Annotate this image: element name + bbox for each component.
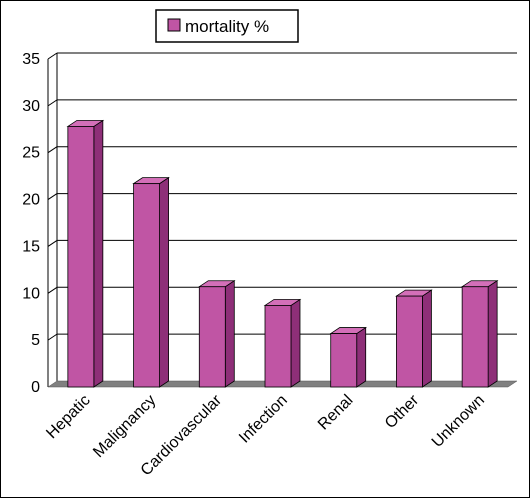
y-tick-label: 5 bbox=[31, 332, 40, 349]
bar-side bbox=[290, 298, 301, 388]
bar-unknown bbox=[460, 279, 499, 388]
bar-front bbox=[396, 295, 423, 388]
gridline-diagonal bbox=[47, 52, 58, 60]
y-tick-label: 20 bbox=[22, 192, 40, 209]
gridline-diagonal bbox=[47, 146, 58, 154]
bar-renal bbox=[329, 326, 368, 388]
y-tick-label: 25 bbox=[22, 145, 40, 162]
bar-side bbox=[93, 119, 104, 388]
bar-side bbox=[159, 176, 169, 388]
bar-front bbox=[461, 286, 489, 388]
x-tick-label: Malignancy bbox=[90, 392, 159, 461]
gridline-diagonal bbox=[47, 240, 58, 247]
bar-side bbox=[487, 279, 498, 388]
bar-cardiovascular bbox=[197, 279, 236, 388]
legend-label: mortality % bbox=[185, 17, 269, 36]
bar-other bbox=[395, 289, 433, 388]
gridline-diagonal bbox=[47, 99, 58, 107]
bar-front bbox=[264, 305, 292, 388]
x-tick-label: Hepatic bbox=[43, 392, 93, 442]
gridline-diagonal bbox=[47, 333, 58, 341]
bar-front bbox=[67, 126, 95, 388]
gridline-diagonal bbox=[47, 286, 58, 294]
y-axis-ticks: 0 5 10 15 20 25 30 35 bbox=[22, 51, 40, 396]
bar-front bbox=[330, 333, 358, 388]
bar-malignancy bbox=[132, 176, 170, 388]
bar-side bbox=[356, 326, 367, 388]
y-tick-label: 15 bbox=[22, 238, 40, 255]
x-tick-label: Other bbox=[382, 391, 423, 432]
y-tick-label: 30 bbox=[22, 98, 40, 115]
bar-infection bbox=[263, 298, 302, 388]
x-tick-label: Renal bbox=[315, 392, 357, 434]
bar-hepatic bbox=[66, 119, 105, 388]
y-tick-label: 35 bbox=[22, 51, 40, 68]
bar-front bbox=[133, 183, 160, 388]
x-tick-label: Unknown bbox=[429, 392, 488, 451]
bar-side bbox=[422, 289, 432, 388]
legend-swatch bbox=[167, 18, 181, 32]
bar-front bbox=[198, 286, 226, 388]
x-tick-label: Infection bbox=[236, 392, 291, 447]
y-tick-label: 0 bbox=[31, 379, 40, 396]
y-tick-label: 10 bbox=[22, 285, 40, 302]
bar-side bbox=[224, 279, 235, 388]
bars bbox=[66, 119, 499, 388]
gridline-diagonal bbox=[47, 193, 58, 200]
legend: mortality % bbox=[155, 9, 299, 43]
